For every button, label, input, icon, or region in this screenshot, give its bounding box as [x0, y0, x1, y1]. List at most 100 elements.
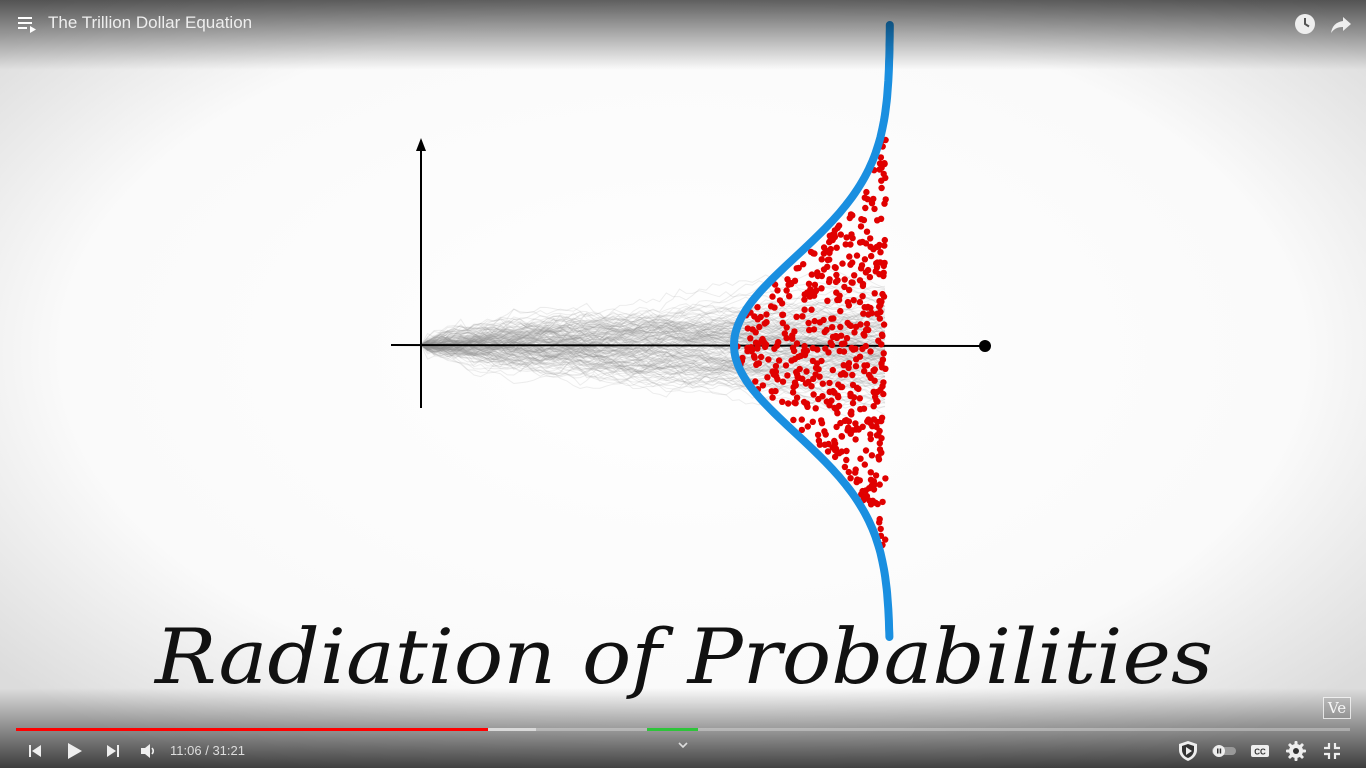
share-icon[interactable]: [1329, 12, 1353, 36]
endpoint-dot: [810, 292, 818, 299]
channel-watermark[interactable]: Ve: [1323, 697, 1351, 719]
endpoint-dot: [861, 367, 868, 375]
endpoint-dot: [748, 348, 755, 355]
endpoint-dot: [878, 184, 885, 192]
endpoint-dot: [846, 253, 853, 260]
endpoint-dot: [857, 223, 865, 230]
endpoint-dot: [828, 397, 835, 404]
endpoint-dot: [810, 326, 818, 333]
autoplay-toggle-icon[interactable]: [1210, 739, 1238, 763]
random-walk-path: [420, 338, 886, 391]
sponsor-shield-icon[interactable]: [1176, 739, 1200, 763]
random-walk-path: [420, 333, 886, 369]
endpoint-dot: [861, 194, 868, 201]
settings-gear-icon[interactable]: [1284, 739, 1308, 763]
endpoint-dot: [858, 491, 865, 498]
random-walk-path: [420, 342, 886, 405]
endpoint-dot: [882, 475, 889, 482]
random-walk-path: [420, 305, 886, 346]
endpoint-dot: [838, 433, 846, 440]
endpoint-dot: [843, 234, 850, 241]
endpoint-dot: [847, 261, 854, 268]
endpoint-dot: [752, 329, 759, 336]
random-walk-path: [420, 344, 886, 380]
endpoint-dot: [806, 326, 813, 334]
endpoint-dot: [859, 293, 866, 300]
endpoint-dot: [774, 287, 781, 294]
watch-later-icon[interactable]: [1293, 12, 1317, 36]
endpoint-dot: [857, 265, 865, 272]
random-walk-path: [420, 330, 886, 380]
endpoint-dot: [831, 404, 838, 412]
endpoint-dot: [811, 281, 819, 288]
x-axis-endpoint: [979, 340, 991, 352]
next-icon[interactable]: [101, 739, 125, 763]
endpoint-dot: [861, 332, 868, 339]
video-title[interactable]: The Trillion Dollar Equation: [48, 13, 253, 32]
playlist-icon[interactable]: [16, 13, 38, 35]
endpoint-dot: [867, 469, 874, 476]
endpoint-dot: [876, 166, 883, 173]
endpoint-dot: [747, 335, 754, 342]
random-walk-path: [420, 329, 886, 401]
endpoint-dot: [838, 340, 846, 348]
endpoint-dot: [807, 248, 815, 256]
endpoint-dot: [843, 334, 851, 342]
endpoint-dot: [783, 324, 790, 331]
endpoint-dot: [756, 323, 763, 331]
random-walk-path: [420, 337, 886, 384]
play-icon[interactable]: [62, 739, 86, 763]
endpoint-dot: [876, 446, 884, 453]
endpoint-dot: [820, 250, 828, 257]
progress-bar[interactable]: [16, 728, 1350, 732]
endpoint-dot: [801, 342, 808, 350]
previous-icon[interactable]: [23, 739, 47, 763]
endpoint-dot: [871, 290, 878, 297]
endpoint-dot: [789, 332, 796, 339]
endpoint-dot: [842, 241, 849, 248]
endpoint-dot: [867, 435, 874, 443]
endpoint-dot: [845, 360, 853, 367]
random-walk-path: [420, 332, 886, 375]
endpoint-dot: [852, 363, 860, 370]
endpoint-dot: [773, 342, 781, 349]
random-walk-path: [420, 318, 886, 361]
endpoint-dot: [814, 272, 821, 280]
endpoint-dot: [846, 214, 853, 222]
endpoint-dot: [866, 273, 874, 281]
captions-icon[interactable]: CC: [1248, 739, 1272, 763]
endpoint-dot: [826, 249, 833, 256]
random-walk-path: [420, 325, 886, 347]
random-walk-path: [420, 306, 886, 348]
volume-icon[interactable]: [136, 739, 160, 763]
endpoint-dot: [878, 177, 885, 184]
endpoint-dot: [875, 337, 882, 344]
endpoint-dot: [815, 437, 823, 444]
endpoint-dot: [812, 364, 820, 372]
random-walk-path: [420, 289, 886, 347]
chevron-up-icon[interactable]: [676, 738, 690, 752]
endpoint-dot: [793, 340, 801, 347]
control-bar: 11:06 / 31:21 CC: [0, 734, 1366, 768]
endpoint-dot: [800, 398, 808, 406]
random-walk-path: [420, 321, 886, 350]
endpoint-dot: [876, 440, 883, 447]
endpoint-dot: [739, 354, 746, 362]
random-walk-path: [420, 337, 886, 378]
endpoint-dot: [769, 368, 776, 375]
endpoint-dot: [870, 486, 878, 493]
endpoint-dot: [861, 304, 868, 311]
endpoint-dot: [757, 353, 765, 361]
endpoint-dot: [751, 354, 758, 361]
endpoint-dot: [769, 293, 776, 300]
exit-fullscreen-icon[interactable]: [1320, 739, 1344, 763]
random-walk-path: [420, 301, 886, 346]
endpoint-dot: [878, 364, 886, 371]
endpoint-dot: [881, 200, 888, 207]
endpoint-dot: [874, 500, 881, 508]
endpoint-dot: [829, 324, 836, 331]
endpoint-dot: [765, 356, 772, 363]
endpoint-dot: [791, 355, 798, 363]
